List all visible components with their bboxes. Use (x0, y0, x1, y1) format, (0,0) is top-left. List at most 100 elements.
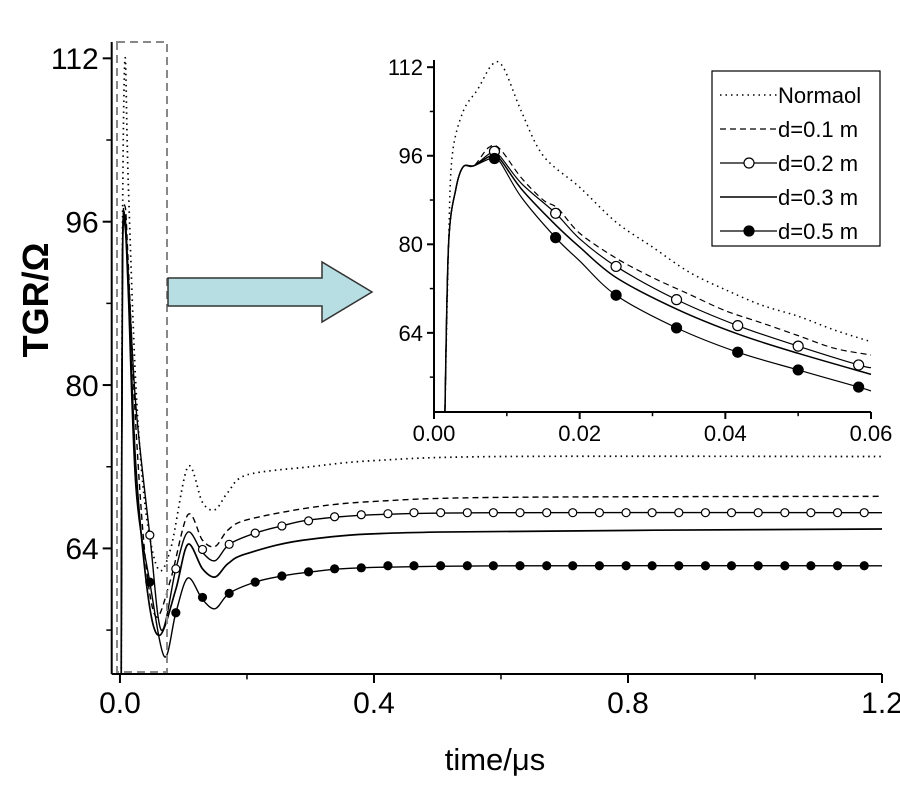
series-marker-d-0-5-m (409, 561, 419, 571)
series-marker-d-0-2-m (610, 260, 622, 273)
series-marker-d-0-2-m (224, 539, 234, 549)
series-marker-d-0-5-m (832, 561, 843, 571)
series-marker-d-0-5-m (197, 592, 208, 603)
series-marker-d-0-2-m (488, 508, 498, 518)
series-marker-d-0-5-m (610, 289, 622, 301)
legend: Normaol d=0.1 m d=0.2 m d=0.3 m d=0.5 m (711, 70, 881, 247)
main-plot: 0.0 0.4 0.8 1.2 64 80 96 112 (51, 42, 900, 720)
x-axis-title: time/μs (445, 742, 546, 777)
x-tick-label: 0.02 (558, 421, 601, 446)
series-marker-d-0-2-m (303, 516, 314, 526)
series-group (444, 60, 872, 412)
series-marker-d-0-2-m (700, 508, 711, 518)
series-marker-d-0-5-m (859, 561, 869, 571)
series-marker-d-0-2-m (568, 508, 578, 518)
legend-label: Normaol (778, 83, 861, 108)
series-marker-d-0-5-m (568, 561, 578, 571)
series-marker-d-0-2-m (515, 508, 525, 518)
series-line-d-0-1-m (120, 203, 883, 674)
series-marker-d-0-5-m (436, 561, 446, 571)
x-tick-label: 0.8 (607, 687, 649, 720)
y-axis-title: TGR/Ω (15, 243, 56, 358)
legend-marker (743, 225, 755, 237)
legend-label: d=0.2 m (778, 151, 858, 176)
series-marker-d-0-2-m (853, 359, 865, 371)
x-tick-label: 0.04 (704, 421, 747, 446)
series-marker-d-0-5-m (792, 364, 804, 376)
series-marker-d-0-5-m (550, 232, 562, 244)
series-marker-d-0-2-m (859, 508, 869, 518)
series-marker-d-0-5-m (145, 577, 155, 587)
series-marker-d-0-2-m (780, 508, 790, 518)
y-tick-label: 112 (51, 43, 99, 76)
series-marker-d-0-2-m (145, 530, 155, 540)
legend-label: d=0.5 m (778, 219, 858, 244)
series-marker-d-0-5-m (171, 608, 181, 618)
y-tick-label: 64 (399, 321, 423, 346)
series-marker-d-0-5-m (700, 561, 711, 571)
series-marker-d-0-2-m (647, 508, 657, 518)
series-marker-d-0-2-m (250, 528, 260, 538)
series-marker-d-0-5-m (488, 561, 498, 571)
series-marker-d-0-2-m (356, 510, 366, 520)
legend-label: d=0.3 m (778, 185, 858, 210)
series-marker-d-0-2-m (383, 509, 393, 519)
series-marker-d-0-5-m (853, 381, 865, 393)
series-marker-d-0-5-m (732, 346, 744, 358)
series-marker-d-0-5-m (488, 152, 501, 165)
y-tick-label: 96 (65, 206, 98, 239)
series-marker-d-0-5-m (806, 561, 816, 571)
series-marker-d-0-5-m (329, 564, 340, 574)
series-marker-d-0-2-m (197, 544, 208, 555)
series-line-d-0-5-m (444, 156, 872, 412)
series-marker-d-0-5-m (224, 588, 234, 598)
series-marker-d-0-5-m (674, 561, 684, 571)
x-tick-label: 0.00 (413, 421, 456, 446)
series-marker-d-0-2-m (792, 340, 804, 352)
series-marker-d-0-2-m (621, 508, 631, 518)
zoom-arrow-icon (167, 260, 374, 324)
series-group (120, 57, 883, 674)
zoom-region-box (116, 41, 168, 673)
series-marker-d-0-5-m (356, 563, 366, 573)
inset-plot: 0.00 0.02 0.04 0.06 64 80 96 112 Normaol d=0.1 m d… (380, 40, 892, 450)
y-tick-label: 96 (399, 144, 423, 169)
series-marker-d-0-5-m (647, 561, 657, 571)
y-tick-label: 64 (65, 533, 98, 566)
series-marker-d-0-2-m (732, 320, 744, 332)
x-tick-label: 0.0 (99, 687, 141, 720)
series-marker-d-0-5-m (594, 561, 605, 571)
series-marker-d-0-2-m (726, 508, 737, 518)
series-marker-d-0-5-m (383, 561, 393, 571)
series-marker-d-0-5-m (250, 577, 260, 587)
series-marker-d-0-2-m (806, 508, 816, 518)
series-marker-d-0-2-m (753, 508, 763, 518)
series-marker-d-0-5-m (303, 567, 314, 577)
series-marker-d-0-2-m (542, 508, 552, 518)
series-marker-d-0-2-m (409, 508, 419, 518)
series-line-normaol (120, 57, 883, 674)
series-marker-d-0-5-m (670, 322, 683, 334)
series-marker-d-0-5-m (780, 561, 790, 571)
series-marker-d-0-5-m (726, 561, 737, 571)
series-marker-d-0-2-m (832, 508, 843, 518)
series-marker-d-0-5-m (277, 571, 287, 581)
series-marker-d-0-5-m (515, 561, 525, 571)
series-marker-d-0-2-m (329, 512, 340, 522)
legend-marker (743, 157, 755, 169)
series-marker-d-0-5-m (462, 561, 472, 571)
series-marker-d-0-2-m (594, 508, 605, 518)
series-marker-d-0-2-m (670, 294, 683, 306)
legend-box (711, 70, 881, 247)
series-marker-d-0-2-m (277, 521, 287, 531)
series-marker-d-0-5-m (753, 561, 763, 571)
y-tick-label: 80 (399, 232, 423, 257)
y-tick-label: 80 (65, 370, 98, 403)
x-tick-label: 1.2 (861, 687, 900, 720)
series-marker-d-0-5-m (621, 561, 631, 571)
series-marker-d-0-5-m (542, 561, 552, 571)
x-tick-label: 0.4 (353, 687, 395, 720)
series-marker-d-0-2-m (436, 508, 446, 518)
series-marker-d-0-2-m (674, 508, 684, 518)
